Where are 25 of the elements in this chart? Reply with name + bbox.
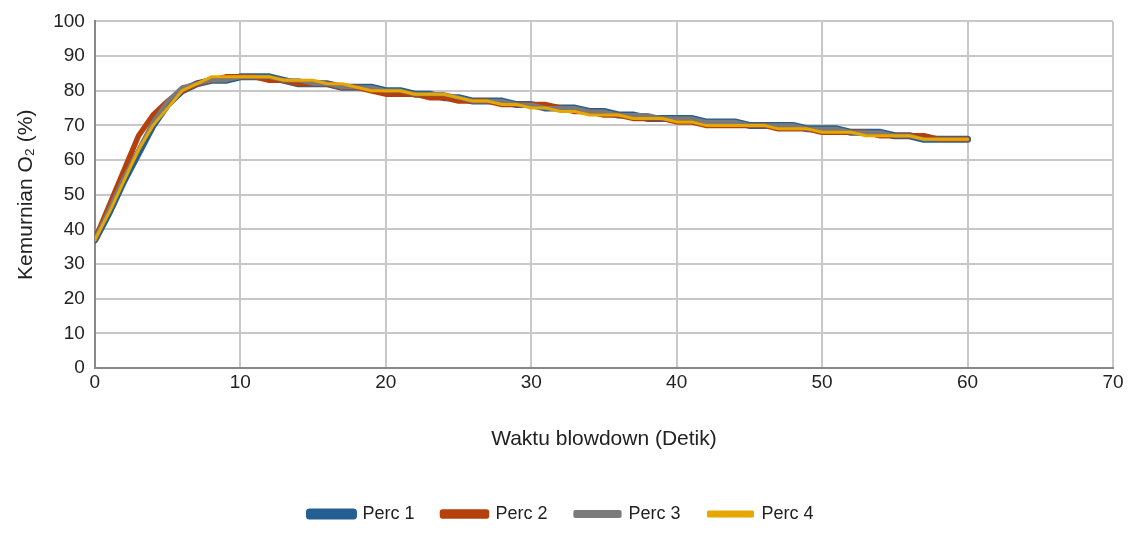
x-tick-label: 30 (520, 370, 542, 392)
y-tick-label: 40 (63, 217, 85, 239)
y-tick-label: 30 (63, 252, 85, 274)
y-tick-label: 90 (63, 44, 85, 66)
legend-label: Perc 4 (761, 502, 814, 523)
x-tick-label: 20 (375, 370, 397, 392)
legend-label: Perc 1 (362, 502, 415, 523)
x-tick-label: 40 (666, 370, 688, 392)
legend-label: Perc 3 (628, 502, 681, 523)
y-tick-label: 50 (63, 182, 85, 204)
x-tick-label: 60 (956, 370, 979, 392)
x-tick-label: 10 (229, 370, 251, 392)
y-tick-label: 20 (63, 286, 85, 308)
y-tick-label: 70 (63, 113, 85, 135)
y-tick-label: 10 (63, 321, 85, 343)
y-tick-label: 0 (74, 356, 85, 378)
y-tick-label: 60 (63, 148, 85, 170)
y-tick-label: 100 (53, 9, 85, 31)
y-axis-title: Kemurnian O₂ (%) (13, 109, 37, 280)
x-tick-label: 50 (811, 370, 833, 392)
y-tick-label: 80 (63, 78, 85, 100)
legend-label: Perc 2 (495, 502, 548, 523)
x-tick-label: 70 (1102, 370, 1124, 392)
x-axis-title: Waktu blowdown (Detik) (491, 426, 717, 450)
x-tick-label: 0 (89, 370, 101, 392)
